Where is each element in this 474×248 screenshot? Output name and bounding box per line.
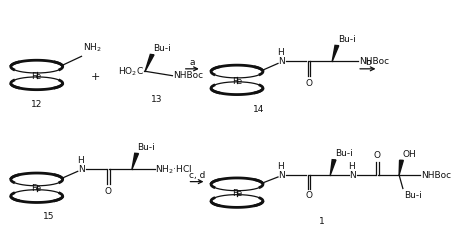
Text: N: N	[349, 171, 356, 180]
Text: NHBoc: NHBoc	[173, 71, 203, 80]
Text: N: N	[278, 171, 285, 180]
Polygon shape	[11, 190, 63, 202]
Polygon shape	[132, 153, 138, 169]
Polygon shape	[211, 82, 263, 94]
Text: N: N	[78, 165, 85, 174]
Text: Bu-i: Bu-i	[137, 143, 155, 152]
Text: H: H	[77, 156, 83, 165]
Polygon shape	[330, 160, 336, 175]
Text: O: O	[305, 79, 312, 88]
Polygon shape	[11, 173, 63, 186]
Text: Fe: Fe	[232, 77, 242, 86]
Polygon shape	[332, 45, 339, 62]
Text: Fe: Fe	[32, 185, 42, 193]
Text: OH: OH	[402, 150, 416, 159]
Text: a: a	[190, 58, 195, 67]
Text: H: H	[348, 162, 355, 171]
Text: NHBoc: NHBoc	[421, 171, 451, 180]
Polygon shape	[211, 65, 263, 78]
Polygon shape	[11, 60, 63, 73]
Text: N: N	[278, 57, 285, 66]
Text: Bu-i: Bu-i	[153, 44, 171, 53]
Text: 1: 1	[319, 217, 325, 226]
Text: +: +	[91, 72, 100, 82]
Text: NHBoc: NHBoc	[359, 57, 389, 66]
Text: Bu-i: Bu-i	[335, 149, 353, 158]
Text: 14: 14	[253, 105, 264, 114]
Polygon shape	[11, 77, 63, 90]
Polygon shape	[211, 195, 263, 207]
Text: Fe: Fe	[232, 189, 242, 198]
Text: NH$_2$: NH$_2$	[83, 41, 101, 54]
Text: 12: 12	[31, 100, 42, 109]
Text: HO$_2$C: HO$_2$C	[118, 65, 144, 78]
Text: NH$_2$·HCl: NH$_2$·HCl	[155, 163, 192, 176]
Polygon shape	[211, 178, 263, 191]
Text: H: H	[277, 48, 284, 57]
Text: O: O	[105, 186, 112, 195]
Text: Bu-i: Bu-i	[338, 35, 356, 44]
Polygon shape	[399, 160, 403, 175]
Polygon shape	[145, 54, 154, 71]
Text: c, d: c, d	[189, 171, 205, 180]
Text: O: O	[374, 151, 381, 159]
Text: Bu-i: Bu-i	[404, 191, 421, 200]
Text: 15: 15	[43, 213, 54, 221]
Text: O: O	[305, 191, 312, 200]
Text: 13: 13	[151, 95, 163, 104]
Text: Fe: Fe	[32, 72, 42, 81]
Text: b: b	[365, 58, 370, 67]
Text: H: H	[277, 162, 284, 171]
